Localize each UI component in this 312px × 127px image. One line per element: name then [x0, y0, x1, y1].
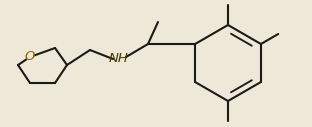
Text: NH: NH — [109, 52, 129, 65]
Text: O: O — [25, 51, 35, 64]
